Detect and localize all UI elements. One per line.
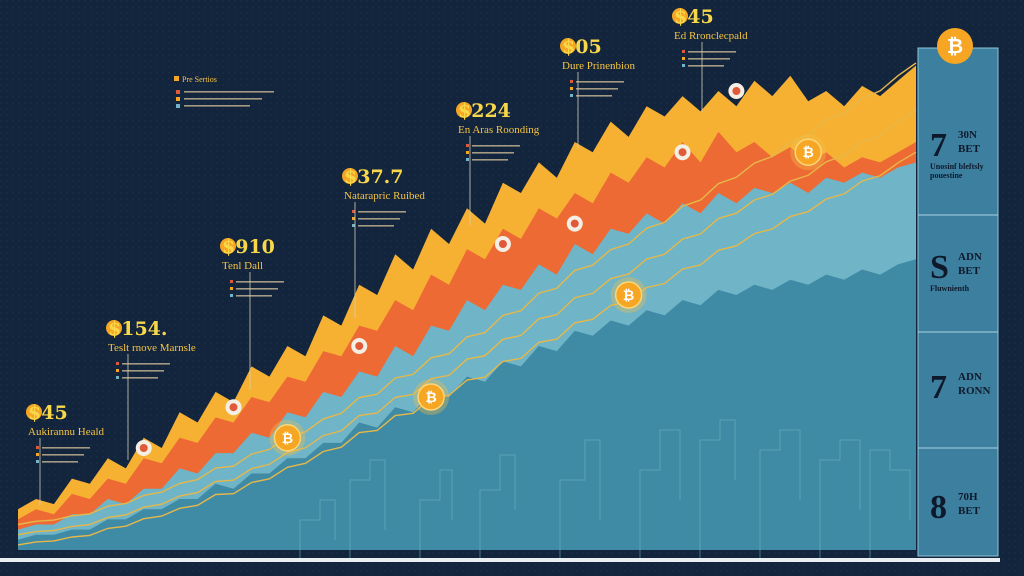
annotation-2: $154. Teslt rnove Marnsle xyxy=(106,318,196,460)
stat-unit: ADN xyxy=(958,251,982,263)
dollar-coin-icon xyxy=(342,168,358,184)
sidebar-panel: ₿ 7 30N BET Unosinf bleftsly pouestine S ADN B… xyxy=(917,28,999,557)
event-marker-icon xyxy=(135,440,152,456)
stat-sub: RONN xyxy=(958,385,990,397)
annotation-value: $45 xyxy=(674,6,714,28)
event-marker-icon xyxy=(566,215,583,232)
dollar-coin-icon xyxy=(560,38,576,54)
annotation-value: $37.7 xyxy=(344,166,404,188)
event-marker-icon xyxy=(494,236,511,252)
svg-text:₿: ₿ xyxy=(947,34,963,58)
bitcoin-coin-icon: ₿ xyxy=(610,277,647,313)
annotation-group: $45 Aukirannu Heald $154. Teslt rnove Marns… xyxy=(26,6,748,505)
event-marker-icon xyxy=(351,338,368,354)
trend-line-3 xyxy=(17,62,917,526)
svg-text:₿: ₿ xyxy=(282,431,293,447)
coin-markers: ₿ ₿ ₿ ₿ xyxy=(135,83,827,456)
stat-unit: ADN xyxy=(958,371,982,383)
annotation-5: $224 En Aras Roonding xyxy=(456,100,540,225)
sidebar-stat-1: 7 30N BET Unosinf bleftsly pouestine xyxy=(930,127,984,180)
stat-description: Fluwnienth xyxy=(930,284,970,293)
annotation-caption: Ed Rronclecpald xyxy=(674,30,748,42)
stat-number: 8 xyxy=(930,489,947,526)
bitcoin-coin-icon: ₿ xyxy=(413,379,450,415)
annotation-caption: Tenl Dall xyxy=(222,260,263,272)
bitcoin-coin-icon: ₿ xyxy=(790,134,827,171)
sidebar-stat-4: 8 70H BET xyxy=(930,489,981,526)
annotation-caption: En Aras Roonding xyxy=(458,124,540,136)
stat-number: 7 xyxy=(930,127,947,164)
annotation-caption: Pre Sertios xyxy=(182,75,217,84)
stat-sub: BET xyxy=(958,505,981,517)
stat-unit: 70H xyxy=(958,491,978,503)
annotation-value: $45 xyxy=(28,402,68,424)
dollar-coin-icon xyxy=(26,404,42,420)
area-series-4 xyxy=(18,259,916,550)
sidebar-stat-2: S ADN BET Fluwnienth xyxy=(930,249,982,293)
stat-description: Unosinf bleftsly pouestine xyxy=(930,162,984,180)
bitcoin-logo-icon: ₿ xyxy=(937,28,973,64)
annotation-value: $224 xyxy=(458,100,511,122)
annotation-value: $910 xyxy=(222,236,275,258)
stat-sub: BET xyxy=(958,143,981,155)
stat-unit: 30N xyxy=(958,129,977,141)
baseline xyxy=(0,558,1000,562)
trend-line-2 xyxy=(17,109,917,536)
city-skyline xyxy=(299,419,911,560)
annotation-caption: Dure Prinenbion xyxy=(562,60,636,72)
event-marker-icon xyxy=(225,399,242,416)
event-marker-icon xyxy=(674,144,691,161)
annotation-value: $154. xyxy=(108,318,168,340)
svg-text:₿: ₿ xyxy=(623,288,634,304)
stat-sub: BET xyxy=(958,265,981,277)
trend-line-1 xyxy=(17,151,917,546)
dollar-coin-icon xyxy=(220,238,236,254)
dollar-coin-icon xyxy=(106,320,122,336)
svg-text:₿: ₿ xyxy=(425,390,436,406)
annotation-caption: Natarapric Ruibed xyxy=(344,190,425,202)
annotation-1: $45 Aukirannu Heald xyxy=(26,402,105,505)
stat-number: S xyxy=(930,249,949,286)
annotation-6: $05 Dure Prinenbion xyxy=(560,36,636,148)
annotation-caption: Teslt rnove Marnsle xyxy=(108,342,196,354)
svg-text:₿: ₿ xyxy=(803,145,814,161)
annotation-8: Pre Sertios xyxy=(174,75,274,108)
event-marker-icon xyxy=(728,83,745,99)
annotation-4: $37.7 Natarapric Ruibed xyxy=(342,166,425,318)
dollar-coin-icon xyxy=(672,8,688,24)
annotation-3: $910 Tenl Dall xyxy=(220,236,284,390)
trend-lines xyxy=(17,62,917,546)
sidebar-stat-3: 7 ADN RONN xyxy=(930,369,990,406)
dollar-coin-icon xyxy=(456,102,472,118)
annotation-7: $45 Ed Rronclecpald xyxy=(672,6,748,112)
stat-number: 7 xyxy=(930,369,947,406)
bitcoin-coin-icon: ₿ xyxy=(269,419,306,456)
annotation-value: $05 xyxy=(562,36,602,58)
annotation-caption: Aukirannu Heald xyxy=(28,426,105,438)
